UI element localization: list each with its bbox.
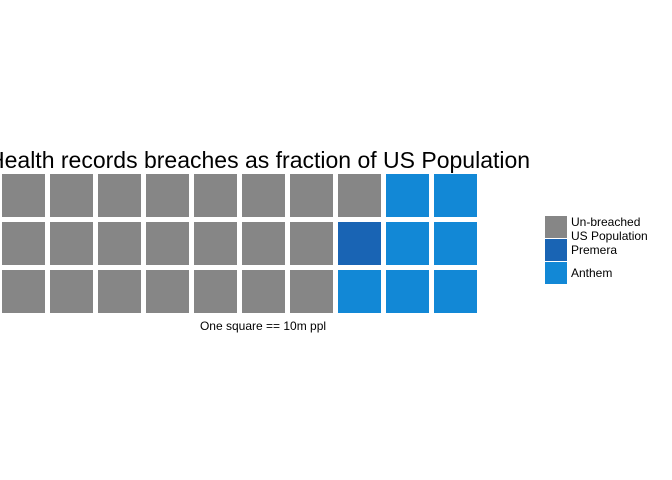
chart-title: Health records breaches as fraction of U… [0, 147, 530, 173]
waffle-square [386, 222, 429, 265]
waffle-square [338, 174, 381, 217]
legend-label: Anthem [571, 266, 612, 280]
legend-label: Premera [571, 243, 617, 257]
waffle-square [434, 270, 477, 313]
waffle-square [146, 222, 189, 265]
waffle-square [290, 174, 333, 217]
waffle-square [338, 222, 381, 265]
waffle-square [146, 270, 189, 313]
waffle-square [434, 174, 477, 217]
legend-key [545, 216, 567, 238]
waffle-square [146, 174, 189, 217]
waffle-square [2, 174, 45, 217]
chart-caption: One square == 10m ppl [200, 319, 326, 333]
waffle-square [98, 270, 141, 313]
waffle-square [98, 222, 141, 265]
waffle-square [194, 174, 237, 217]
waffle-square [242, 270, 285, 313]
waffle-square [434, 222, 477, 265]
legend-label: Un-breached US Population [571, 215, 648, 243]
waffle-square [386, 270, 429, 313]
waffle-square [194, 270, 237, 313]
waffle-grid [2, 174, 477, 313]
waffle-square [2, 270, 45, 313]
waffle-square [50, 174, 93, 217]
waffle-square [2, 222, 45, 265]
waffle-square [194, 222, 237, 265]
waffle-square [98, 174, 141, 217]
waffle-square [50, 222, 93, 265]
waffle-square [50, 270, 93, 313]
waffle-square [290, 270, 333, 313]
waffle-square [242, 174, 285, 217]
waffle-square [290, 222, 333, 265]
legend-key [545, 262, 567, 284]
waffle-square [386, 174, 429, 217]
waffle-square [242, 222, 285, 265]
legend-key [545, 239, 567, 261]
waffle-square [338, 270, 381, 313]
